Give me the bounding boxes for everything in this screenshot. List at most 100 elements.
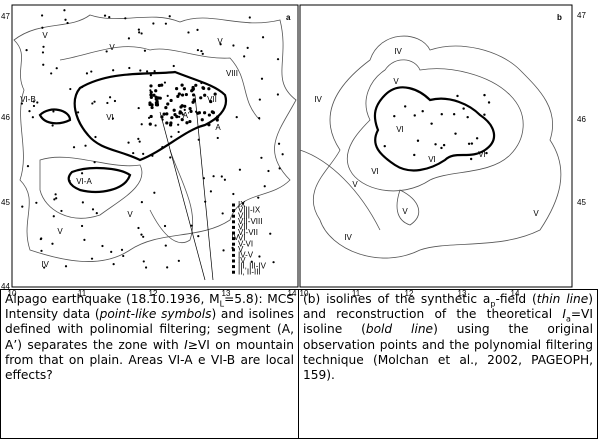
- legend-symbol: [232, 265, 235, 268]
- caption-b: (b) isolines of the synthetic ap-field (…: [299, 289, 598, 439]
- point: [90, 70, 92, 72]
- point: [96, 212, 98, 214]
- point: [278, 143, 280, 145]
- point: [165, 244, 167, 246]
- point: [32, 116, 34, 118]
- legend-symbol: [232, 204, 235, 207]
- point: [91, 258, 93, 260]
- point: [141, 201, 143, 203]
- panel-a-frame: [12, 5, 298, 287]
- point: [173, 109, 176, 112]
- point: [164, 81, 166, 83]
- point: [64, 19, 66, 21]
- map-label: IV: [344, 233, 352, 242]
- point: [155, 124, 157, 126]
- point: [112, 69, 114, 71]
- y-tick-label: 45: [577, 198, 586, 207]
- point: [160, 115, 163, 118]
- point: [154, 89, 157, 92]
- point: [191, 88, 194, 91]
- point: [277, 93, 279, 95]
- point: [279, 167, 281, 169]
- point: [166, 266, 168, 268]
- point: [197, 49, 199, 51]
- point: [192, 93, 195, 96]
- caption-text: thin line: [537, 292, 588, 306]
- legend-symbol: [232, 260, 235, 263]
- point: [277, 58, 279, 60]
- point: [210, 190, 212, 192]
- point: [110, 251, 112, 253]
- point: [222, 212, 224, 214]
- point: [232, 193, 234, 195]
- point: [212, 111, 215, 114]
- point: [443, 144, 445, 146]
- map-label: VI: [396, 125, 404, 134]
- point: [178, 111, 181, 114]
- map-label: IV: [314, 95, 322, 104]
- point: [28, 110, 30, 112]
- point: [454, 132, 456, 134]
- map-label: VI-B: [20, 95, 36, 104]
- point: [161, 146, 163, 148]
- point: [109, 96, 111, 98]
- map-label: V: [217, 37, 223, 46]
- point: [146, 70, 148, 72]
- point: [260, 157, 262, 159]
- point: [203, 177, 205, 179]
- point: [198, 111, 201, 114]
- point: [207, 123, 210, 126]
- point: [176, 95, 179, 98]
- point: [262, 36, 264, 38]
- point: [124, 17, 126, 19]
- point: [197, 235, 199, 237]
- point: [441, 113, 443, 115]
- point: [259, 98, 261, 100]
- point: [155, 103, 158, 106]
- point: [208, 113, 211, 116]
- panel-a-bold-isolines: [40, 72, 226, 192]
- point: [393, 115, 395, 117]
- map-label: VI: [478, 150, 486, 159]
- point: [114, 100, 116, 102]
- point: [169, 156, 171, 158]
- panel-b-isolines: [300, 36, 561, 258]
- legend-symbol: [232, 254, 235, 257]
- point: [413, 154, 415, 156]
- point: [198, 139, 200, 141]
- point: [190, 225, 192, 227]
- map-label: V: [57, 227, 63, 236]
- point: [164, 225, 166, 227]
- point: [181, 93, 184, 96]
- point: [189, 107, 192, 110]
- point: [483, 114, 485, 116]
- legend-symbol: [232, 226, 235, 229]
- point: [21, 206, 23, 208]
- point: [216, 118, 219, 121]
- point: [128, 37, 130, 39]
- page: ab4746454447464510111213141011121314VVVV…: [0, 0, 598, 441]
- point: [269, 233, 271, 235]
- point: [200, 82, 202, 84]
- point: [170, 99, 173, 102]
- map-label: IV: [394, 47, 402, 56]
- point: [42, 51, 44, 53]
- point: [221, 175, 223, 177]
- legend-symbol: [232, 232, 235, 235]
- point: [55, 193, 57, 195]
- point: [204, 201, 206, 203]
- point: [470, 158, 472, 160]
- point: [36, 101, 38, 103]
- point: [139, 141, 141, 143]
- point: [247, 47, 249, 49]
- point: [466, 116, 468, 118]
- point: [81, 225, 83, 227]
- point: [175, 115, 178, 118]
- point: [180, 84, 183, 87]
- map-label: V: [109, 43, 115, 52]
- map-label: VI: [428, 155, 436, 164]
- map-label: VI: [371, 167, 379, 176]
- point: [178, 131, 180, 133]
- point: [128, 67, 130, 69]
- point: [170, 136, 172, 138]
